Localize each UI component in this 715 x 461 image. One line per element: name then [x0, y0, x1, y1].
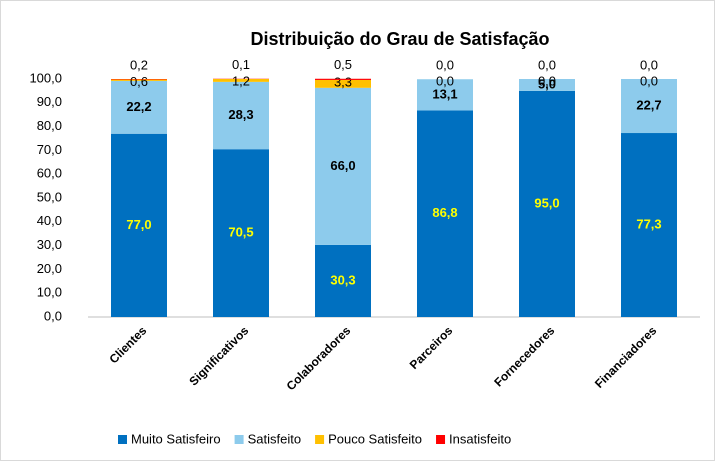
legend-label: Satisfeito: [248, 431, 301, 446]
data-label: 3,3: [334, 74, 352, 89]
y-tick-label: 10,0: [37, 285, 62, 300]
legend-label: Muito Satisfeiro: [131, 431, 221, 446]
bar-segment: [111, 79, 167, 81]
legend-label: Insatisfeito: [449, 431, 511, 446]
bar-segment: [213, 81, 269, 150]
data-label: 66,0: [330, 158, 355, 173]
bar-segment: [417, 79, 473, 111]
bar-segment: [519, 90, 575, 318]
bar-segment: [315, 78, 371, 80]
data-label: 28,3: [228, 107, 253, 122]
data-label: 0,0: [640, 73, 658, 88]
legend-label: Pouco Satisfeito: [328, 431, 422, 446]
data-label: 22,7: [636, 97, 661, 112]
data-label: 22,2: [126, 99, 151, 114]
data-label: 0,6: [130, 74, 148, 89]
legend-swatch: [118, 435, 127, 444]
y-tick-label: 50,0: [37, 189, 62, 204]
bar-segment: [621, 79, 677, 134]
y-tick-label: 60,0: [37, 166, 62, 181]
data-label: 86,8: [432, 205, 457, 220]
y-tick-label: 90,0: [37, 94, 62, 109]
chart-title: Distribuição do Grau de Satisfação: [250, 29, 549, 49]
data-label: 0,0: [538, 73, 556, 88]
y-tick-label: 20,0: [37, 261, 62, 276]
bar-segment: [315, 244, 371, 317]
data-label: 13,1: [432, 86, 457, 101]
bar-segment: [111, 133, 167, 317]
bar-segment: [213, 79, 269, 82]
bar-segment: [315, 79, 371, 88]
data-label: 0,0: [436, 58, 454, 73]
bar-segment: [315, 87, 371, 245]
data-label: 77,0: [126, 217, 151, 232]
legend-swatch: [234, 435, 244, 444]
data-label: 30,3: [330, 272, 355, 287]
y-tick-label: 100,0: [29, 70, 62, 85]
data-label: 0,0: [640, 57, 658, 72]
bar-segment: [417, 110, 473, 317]
bar-segment: [111, 80, 167, 134]
data-label: 1,2: [232, 73, 250, 88]
data-label: 0,0: [436, 74, 454, 89]
y-tick-label: 0,0: [44, 308, 62, 323]
data-label: 0,1: [232, 57, 250, 72]
legend-swatch: [315, 435, 325, 444]
data-label: 0,0: [538, 57, 556, 72]
data-label: 70,5: [228, 225, 253, 240]
y-tick-label: 40,0: [37, 213, 62, 228]
bar-segment: [213, 149, 269, 317]
bar-segment: [519, 79, 575, 91]
data-label: 0,2: [130, 57, 148, 72]
data-label: 77,3: [636, 216, 661, 231]
data-label: 95,0: [534, 195, 559, 210]
data-label: 5,0: [538, 76, 556, 91]
y-tick-label: 30,0: [37, 237, 62, 252]
bar-segment: [621, 133, 677, 317]
y-tick-label: 80,0: [37, 118, 62, 133]
data-label: 0,5: [334, 57, 352, 72]
y-tick-label: 70,0: [37, 142, 62, 157]
legend-swatch: [436, 435, 446, 444]
